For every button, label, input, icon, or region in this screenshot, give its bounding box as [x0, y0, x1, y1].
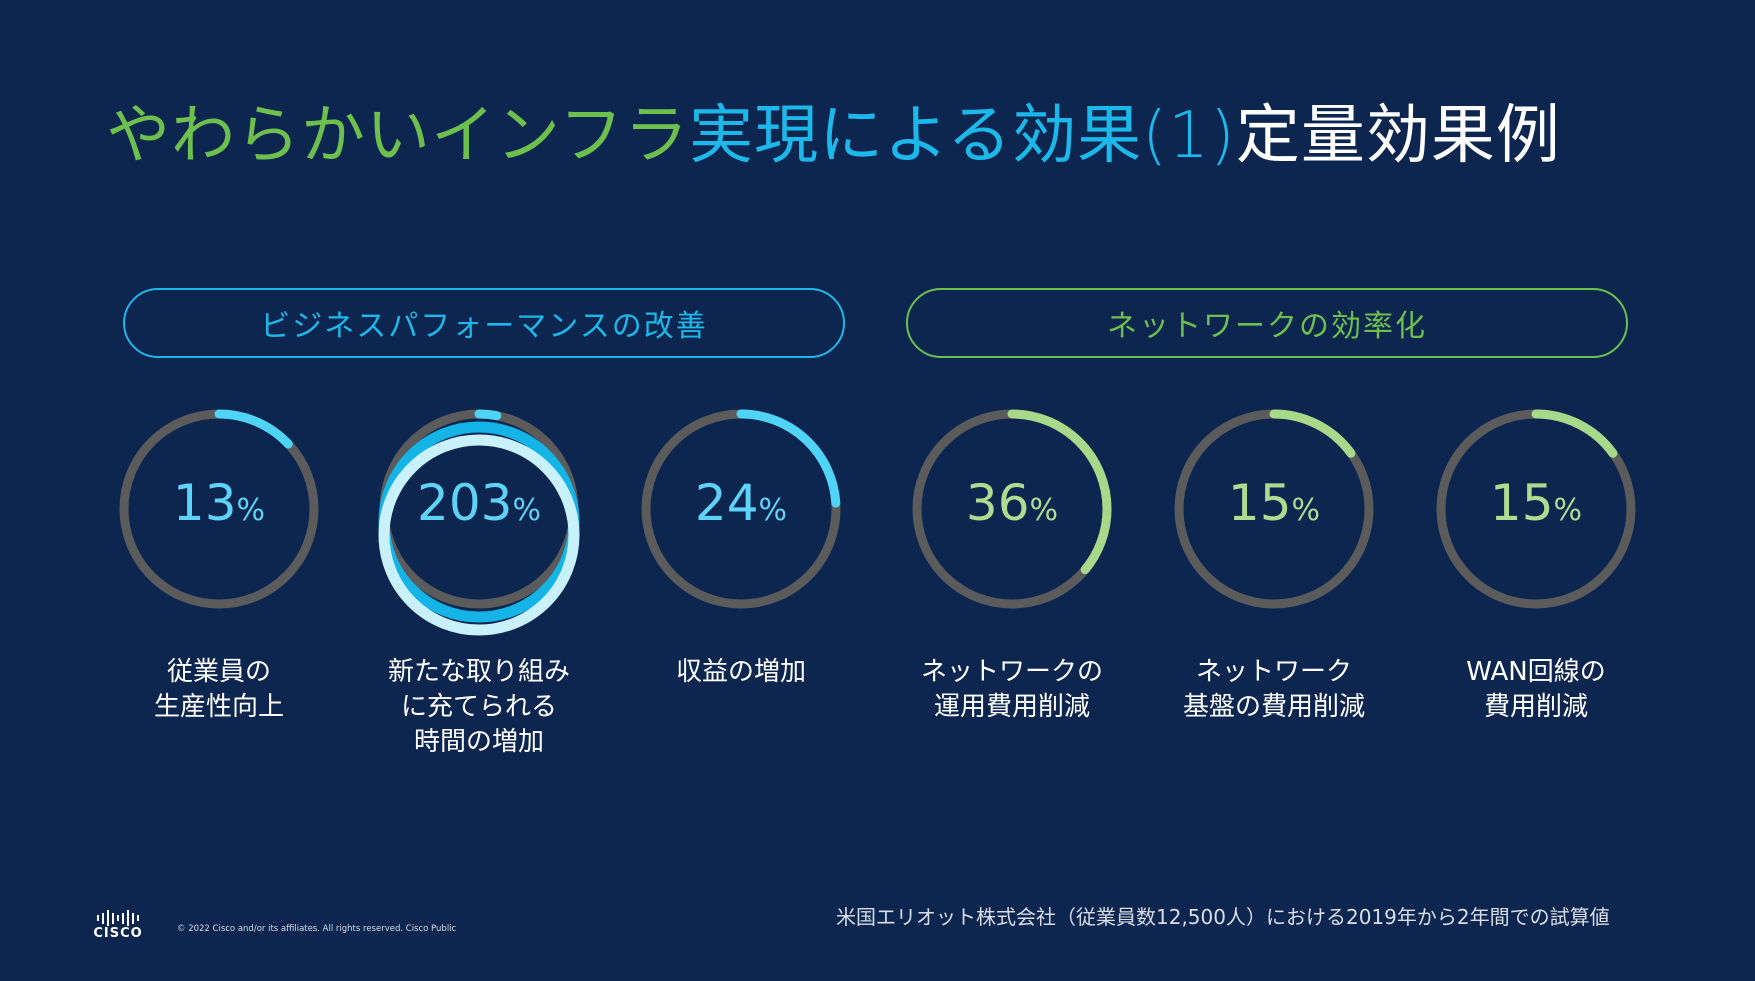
metric-number: 13 [172, 474, 237, 532]
ring-overflow-2 [378, 434, 580, 636]
metric-label: 新たな取り組み に充てられる 時間の増加 [349, 655, 609, 760]
metric-label-line: に充てられる [400, 692, 557, 722]
metric-unit: % [758, 493, 788, 528]
group-header-network: ネットワークの効率化 [906, 288, 1628, 358]
title-part-2: 実現による効果(1) [689, 99, 1236, 173]
metric-label-line: 費用削減 [1483, 692, 1588, 722]
metric-unit: % [236, 493, 266, 528]
metric-label: WAN回線の 費用削減 [1406, 655, 1666, 725]
metric-value: 203% [379, 474, 579, 532]
metric-label-line: 収益の増加 [675, 657, 806, 687]
title-part-1: やわらかいインフラ [106, 99, 690, 173]
metric-label: 従業員の 生産性向上 [89, 655, 349, 725]
ring-progress [1436, 409, 1636, 609]
metric-number: 36 [965, 474, 1030, 532]
metric-value: 13% [119, 474, 319, 532]
ring-progress [1174, 409, 1374, 609]
ring-progress [641, 409, 841, 609]
metric-label: 収益の増加 [611, 655, 871, 690]
metric-number: 203 [417, 474, 513, 532]
group-label: ビジネスパフォーマンスの改善 [260, 309, 708, 344]
metric-unit: % [512, 493, 541, 528]
metric-label: ネットワーク 基盤の費用削減 [1144, 655, 1404, 725]
metric-label-line: 新たな取り組み [387, 657, 570, 687]
metric-number: 15 [1489, 474, 1554, 532]
ring-progress [119, 409, 319, 609]
metric-unit: % [1029, 493, 1059, 528]
group-label: ネットワークの効率化 [1107, 309, 1427, 344]
title-part-3: 定量効果例 [1235, 99, 1561, 173]
metric-number: 24 [694, 474, 759, 532]
group-header-business: ビジネスパフォーマンスの改善 [123, 288, 845, 358]
cisco-logo: CISCO [88, 910, 148, 941]
metric-value: 15% [1436, 474, 1636, 532]
metric-value: 36% [912, 474, 1112, 532]
ring-progress [379, 409, 579, 609]
metric-label-line: WAN回線の [1466, 657, 1606, 687]
page-title: やわらかいインフラ実現による効果(1)定量効果例 [106, 84, 1561, 176]
footnote: 米国エリオット株式会社（従業員数12,500人）における2019年から2年間での… [836, 905, 1610, 929]
metric-label-line: 時間の増加 [413, 727, 544, 757]
cisco-logo-bars-icon [88, 910, 148, 926]
metric-label-line: 運用費用削減 [933, 692, 1090, 722]
metric-label-line: 従業員の [166, 657, 271, 687]
metric-value: 15% [1174, 474, 1374, 532]
copyright: © 2022 Cisco and/or its affiliates. All … [177, 924, 457, 934]
metric-label: ネットワークの 運用費用削減 [882, 655, 1142, 725]
metric-unit: % [1291, 493, 1321, 528]
cisco-logo-text: CISCO [93, 926, 143, 941]
metric-label-line: 生産性向上 [153, 692, 284, 722]
metric-label-line: ネットワーク [1195, 657, 1352, 687]
metric-value: 24% [641, 474, 841, 532]
metric-unit: % [1553, 493, 1583, 528]
ring-progress [912, 409, 1112, 609]
metric-number: 15 [1227, 474, 1292, 532]
metric-label-line: 基盤の費用削減 [1182, 692, 1365, 722]
metric-label-line: ネットワークの [920, 657, 1103, 687]
